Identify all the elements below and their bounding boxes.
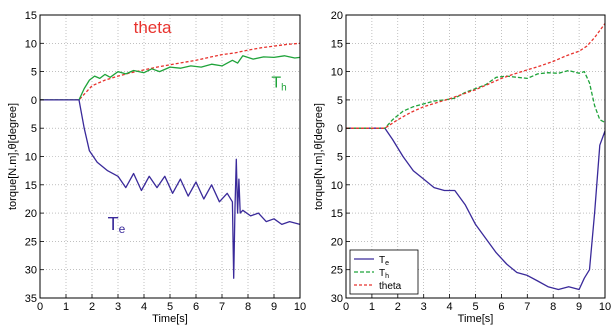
chart-right-x-tick-label: 10: [599, 301, 611, 313]
chart-left-x-tick-label: 7: [219, 301, 225, 313]
chart-right-series-theta: [346, 23, 606, 129]
chart-right-y-tick-label: 5: [337, 95, 343, 107]
chart-left-x-tick-label: 2: [89, 301, 95, 313]
chart-right-series-te: [346, 127, 606, 291]
chart-right-x-tick-label: 9: [576, 301, 582, 313]
chart-right-y-ticks: 20 15 10 5 0 5 10 15 20 25 30: [331, 10, 350, 305]
chart-left-x-tick-label: 3: [115, 301, 121, 313]
chart-right-x-tick-label: 5: [472, 301, 478, 313]
chart-left-y-tick-label: 20: [25, 208, 37, 220]
chart-left-x-tick-label: 9: [271, 301, 277, 313]
chart-left-x-tick-label: 4: [141, 301, 147, 313]
chart-right-x-tick-label: 4: [447, 301, 453, 313]
chart-left-x-tick-label: 10: [294, 301, 306, 313]
chart-left-series-th: [40, 55, 301, 101]
chart-left-annotation-th: Th: [271, 74, 286, 93]
chart-right-y-tick-label: 25: [331, 265, 343, 277]
chart-left-x-tick-label: 1: [63, 301, 69, 313]
chart-right-y-tick-label: 10: [331, 180, 343, 192]
chart-right-y-axis-label: torque[N.m],θ[degree]: [313, 103, 325, 210]
chart-right-x-ticks: 0 1 2 3 4 5 6 7 8 9 10: [343, 294, 611, 313]
chart-left-y-tick-label: 10: [25, 152, 37, 164]
chart-left-series-te: [40, 99, 301, 279]
chart-right-y-tick-label: 10: [331, 67, 343, 79]
chart-right-y-tick-label: 20: [331, 10, 343, 22]
chart-left-x-axis-label: Time[s]: [152, 313, 188, 325]
chart-left-x-tick-label: 6: [193, 301, 199, 313]
chart-left: 0 1 2 3 4 5 6 7 8 9 10 15 10 5 0 5 10 15 20 25 30 35 Time[s]…: [7, 10, 306, 325]
chart-left-annotations: theta Th Te: [108, 18, 287, 236]
chart-left-y-axis-label: torque[N.m],θ[degree]: [7, 103, 19, 210]
chart-right-legend-label-th: Th: [379, 268, 389, 280]
chart-right-x-tick-label: 2: [395, 301, 401, 313]
chart-left-x-tick-label: 8: [245, 301, 251, 313]
chart-right-x-tick-label: 7: [524, 301, 530, 313]
chart-right-series-th: [346, 69, 606, 129]
chart-right-x-tick-label: 3: [421, 301, 427, 313]
chart-right-x-tick-label: 6: [498, 301, 504, 313]
chart-left-y-tick-label: 10: [25, 38, 37, 50]
chart-right: 0 1 2 3 4 5 6 7 8 9 10 20 15 10 5 0 5 10 15 20 25 30 Time[s]…: [313, 10, 611, 325]
chart-left-annotation-theta: theta: [134, 18, 172, 37]
chart-right-y-tick-label: 30: [331, 293, 343, 305]
chart-left-y-ticks: 15 10 5 0 5 10 15 20 25 30 35: [25, 10, 44, 305]
chart-left-series-group: [40, 42, 301, 279]
chart-right-legend-label-te: Te: [379, 255, 389, 267]
chart-right-y-tick-label: 15: [331, 38, 343, 50]
chart-right-x-tick-label: 0: [343, 301, 349, 313]
chart-left-y-tick-label: 5: [31, 67, 37, 79]
chart-left-y-tick-label: 35: [25, 293, 37, 305]
chart-left-grid: [40, 15, 300, 298]
chart-right-x-axis-label: Time[s]: [458, 313, 494, 325]
chart-right-y-tick-label: 0: [337, 123, 343, 135]
chart-left-x-tick-label: 5: [167, 301, 173, 313]
chart-left-y-tick-label: 15: [25, 180, 37, 192]
chart-left-y-tick-label: 0: [31, 95, 37, 107]
chart-left-y-tick-label: 25: [25, 236, 37, 248]
chart-left-y-tick-label: 15: [25, 10, 37, 22]
chart-right-x-tick-label: 8: [550, 301, 556, 313]
chart-right-grid: [346, 15, 605, 298]
chart-right-series-group: [346, 23, 606, 291]
chart-left-y-tick-label: 5: [31, 123, 37, 135]
chart-right-y-tick-label: 20: [331, 236, 343, 248]
chart-right-legend-label-theta: theta: [379, 281, 402, 292]
chart-left-annotation-te: Te: [108, 214, 126, 236]
chart-left-y-tick-label: 30: [25, 265, 37, 277]
chart-right-y-tick-label: 5: [337, 152, 343, 164]
chart-left-x-tick-label: 0: [37, 301, 43, 313]
chart-left-x-ticks: 0 1 2 3 4 5 6 7 8 9 10: [37, 294, 306, 313]
chart-left-series-theta: [40, 42, 301, 101]
chart-right-y-tick-label: 15: [331, 208, 343, 220]
chart-right-x-tick-label: 1: [369, 301, 375, 313]
